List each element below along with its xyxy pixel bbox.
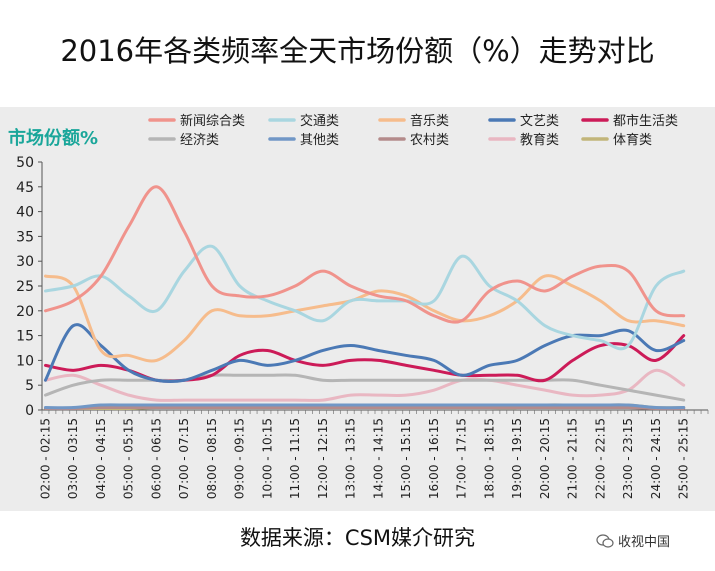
series-line	[43, 274, 686, 363]
x-tick-label: 02:00 - 02:15	[38, 418, 52, 499]
x-tick-label: 13:00 - 13:15	[344, 418, 358, 499]
y-tick-label: 45	[16, 180, 34, 196]
legend-label: 体育类	[613, 132, 652, 148]
wechat-icon	[596, 533, 614, 548]
watermark: 收视中国	[596, 531, 670, 550]
page-title: 2016年各类频率全天市场份额（%）走势对比	[60, 34, 655, 68]
x-tick-label: 23:00 - 23:15	[621, 418, 635, 499]
y-tick-label: 15	[16, 329, 34, 345]
x-tick-label: 14:00 - 14:15	[371, 418, 385, 499]
legend-label: 交通类	[300, 113, 339, 129]
y-axis-label: 市场份额%	[8, 127, 98, 149]
y-tick-label: 35	[16, 229, 34, 245]
series-line	[43, 368, 686, 402]
x-tick-label: 06:00 - 06:15	[149, 418, 163, 499]
chart-panel: 新闻综合类 交通类 音乐类 文艺类 都市生活类经济类 其他类 农村类 教育类 体育类 市场份额%…	[0, 107, 715, 511]
x-tick-label: 10:00 - 10:15	[260, 418, 274, 499]
legend-label: 新闻综合类	[180, 113, 245, 129]
legend-label: 都市生活类	[613, 113, 678, 129]
x-tick-label: 20:00 - 20:15	[538, 418, 552, 499]
legend-label: 文艺类	[520, 114, 559, 129]
x-axis: 02:00 - 02:15 03:00 - 03:15 04:00 - 04:15 0…	[38, 409, 709, 499]
y-tick-label: 10	[16, 353, 34, 369]
legend-label: 农村类	[410, 133, 449, 148]
source-note: 数据来源：CSM媒介研究	[239, 526, 476, 550]
x-tick-label: 22:00 - 22:15	[593, 418, 607, 499]
x-tick-label: 18:00 - 18:15	[482, 418, 496, 499]
watermark-text: 收视中国	[618, 535, 671, 550]
x-tick-label: 17:00 - 17:15	[455, 418, 469, 499]
series-lines	[43, 185, 686, 411]
x-tick-label: 11:00 - 11:15	[288, 418, 302, 499]
y-tick-label: 25	[16, 279, 34, 295]
series-line	[43, 405, 686, 411]
x-tick-label: 15:00 - 15:15	[399, 418, 413, 499]
x-tick-label: 24:00 - 24:15	[649, 418, 663, 499]
x-tick-label: 08:00 - 08:15	[205, 418, 219, 499]
series-line	[43, 403, 686, 410]
y-tick-label: 30	[16, 254, 34, 270]
x-tick-label: 12:00 - 12:15	[316, 418, 330, 499]
series-line	[43, 244, 686, 351]
y-tick-label: 20	[16, 304, 34, 320]
x-tick-label: 05:00 - 05:15	[122, 418, 136, 499]
series-line	[43, 323, 686, 383]
y-tick-label: 0	[25, 403, 34, 419]
x-tick-label: 04:00 - 04:15	[94, 418, 108, 499]
x-tick-label: 16:00 - 16:15	[427, 418, 441, 499]
x-tick-label: 07:00 - 07:15	[177, 418, 191, 499]
legend-label: 教育类	[520, 132, 559, 148]
y-axis: 0 5 10 15 20 25 30 35 40 45 50	[16, 155, 43, 419]
legend-label: 经济类	[180, 133, 219, 148]
legend-label: 音乐类	[410, 113, 449, 129]
series-line	[43, 185, 686, 324]
x-tick-label: 19:00 - 19:15	[510, 418, 524, 499]
y-tick-label: 40	[16, 205, 34, 221]
y-tick-label: 50	[16, 155, 34, 171]
y-tick-label: 5	[25, 378, 34, 394]
x-tick-label: 09:00 - 09:15	[233, 418, 247, 499]
legend-label: 其他类	[300, 133, 339, 148]
x-tick-label: 03:00 - 03:15	[66, 418, 80, 499]
x-tick-label: 25:00 - 25:15	[677, 418, 691, 499]
x-tick-label: 21:00 - 21:15	[566, 418, 580, 499]
